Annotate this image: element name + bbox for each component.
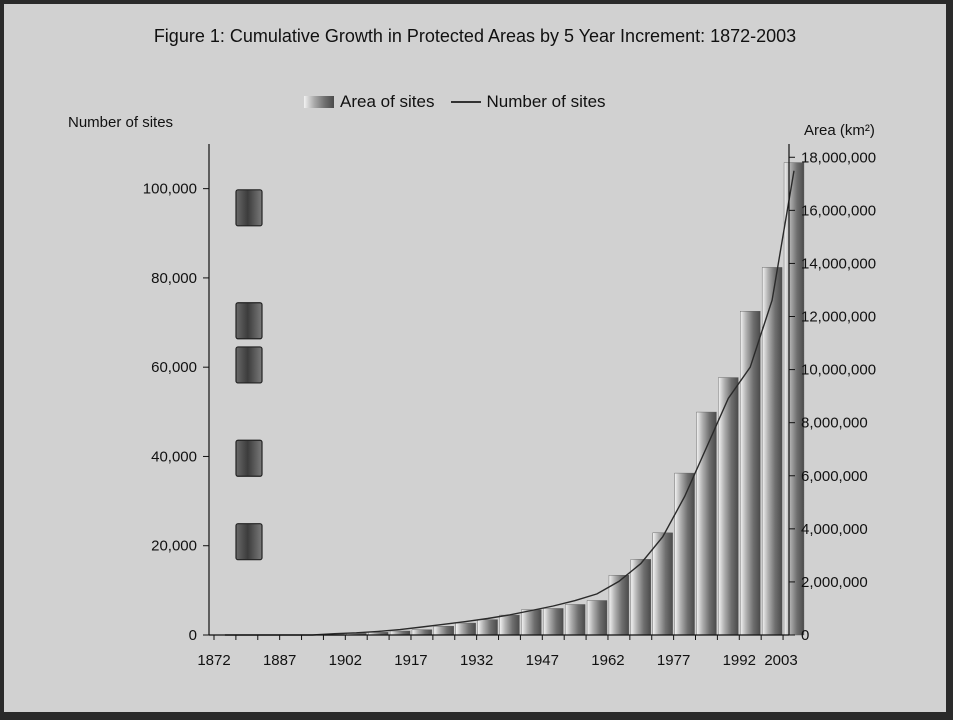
left-tick-label: 60,000 (151, 359, 197, 376)
left-tick-label: 0 (189, 627, 197, 644)
bar (411, 629, 433, 636)
x-tick-label: 2003 (764, 652, 797, 669)
stray-marker (235, 189, 263, 227)
stray-marker (235, 346, 263, 384)
x-tick-label: 1977 (657, 652, 690, 669)
bar (696, 411, 717, 636)
left-tick-label: 20,000 (151, 538, 197, 555)
right-tick-label: 8,000,000 (801, 415, 868, 432)
x-tick-label: 1992 (723, 652, 756, 669)
bar (608, 575, 630, 636)
bar (521, 609, 542, 636)
x-tick-label: 1932 (460, 652, 493, 669)
bar (630, 559, 651, 636)
right-tick-label: 6,000,000 (801, 468, 868, 485)
x-tick-label: 1872 (197, 652, 230, 669)
x-tick-label: 1947 (526, 652, 559, 669)
right-tick-label: 10,000,000 (801, 362, 876, 379)
bar (740, 311, 761, 636)
bar (564, 604, 586, 636)
bar (433, 626, 454, 636)
right-tick-label: 4,000,000 (801, 521, 868, 538)
bar (477, 619, 498, 636)
legend-line-swatch (450, 101, 481, 103)
left-tick-label: 40,000 (151, 448, 197, 465)
legend-bar-swatch (304, 96, 334, 108)
x-tick-label: 1887 (263, 652, 296, 669)
chart-frame: Figure 1: Cumulative Growth in Protected… (4, 4, 946, 712)
right-tick-label: 14,000,000 (801, 255, 876, 272)
legend-bar-label: Area of sites (340, 92, 435, 111)
bar (586, 600, 608, 636)
right-tick-label: 18,000,000 (801, 149, 876, 166)
bar (652, 532, 673, 636)
bar (499, 614, 520, 636)
bar (455, 622, 476, 636)
chart-plot: 0 20,000 40,000 60,000 80,000 100,000 0 2,000,0… (143, 144, 876, 669)
bar (543, 608, 564, 636)
chart-title: Figure 1: Cumulative Growth in Protected… (153, 26, 797, 46)
left-tick-label: 100,000 (143, 181, 197, 198)
bar (783, 162, 805, 636)
x-tick-label: 1962 (591, 652, 624, 669)
x-tick-label: 1917 (394, 652, 427, 669)
bar (718, 377, 739, 636)
stray-marker (235, 523, 263, 561)
right-tick-label: 2,000,000 (801, 574, 868, 591)
right-tick-label: 12,000,000 (801, 309, 876, 326)
right-tick-label: 16,000,000 (801, 202, 876, 219)
left-axis-title: Number of sites (68, 114, 174, 131)
right-axis-title: Area (km²) (804, 122, 875, 139)
stray-marker (235, 439, 263, 477)
legend-line-label: Number of sites (486, 92, 606, 111)
left-tick-label: 80,000 (151, 270, 197, 287)
x-tick-label: 1902 (329, 652, 362, 669)
stray-marker (235, 302, 263, 340)
legend: Area of sites Number of sites (304, 90, 606, 114)
right-tick-label: 0 (801, 627, 809, 644)
